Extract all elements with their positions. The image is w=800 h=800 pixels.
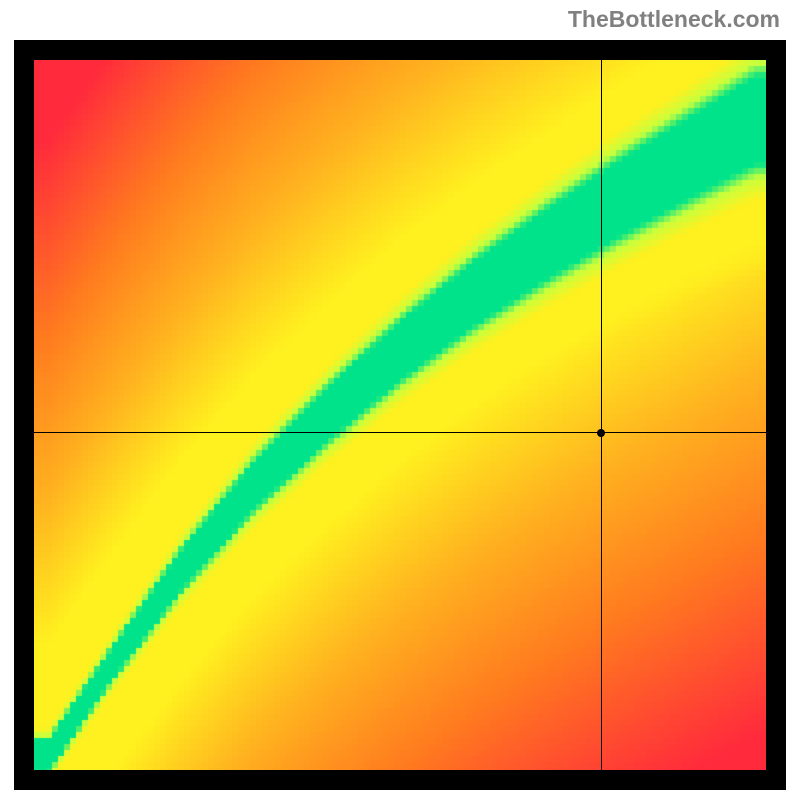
chart-container: TheBottleneck.com — [0, 0, 800, 800]
crosshair-marker — [597, 429, 605, 437]
watermark-text: TheBottleneck.com — [568, 6, 780, 33]
crosshair-vertical — [601, 60, 602, 770]
heatmap-plot — [34, 60, 766, 770]
heatmap-canvas — [34, 60, 766, 770]
crosshair-horizontal — [34, 432, 766, 433]
